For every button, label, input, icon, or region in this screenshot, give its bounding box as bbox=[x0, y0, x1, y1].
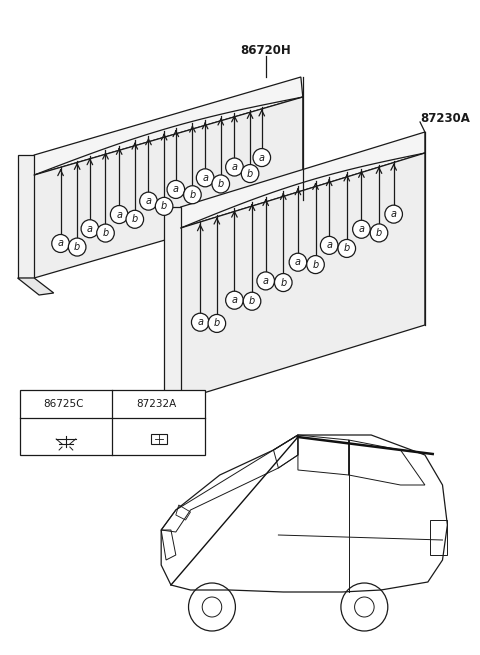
Text: 87232A: 87232A bbox=[136, 399, 176, 409]
Text: a: a bbox=[231, 295, 238, 305]
Text: b: b bbox=[132, 214, 138, 224]
Circle shape bbox=[126, 210, 144, 229]
Circle shape bbox=[226, 158, 243, 176]
Polygon shape bbox=[164, 207, 180, 400]
Circle shape bbox=[253, 149, 271, 166]
Circle shape bbox=[212, 175, 229, 193]
Bar bbox=[430, 520, 447, 555]
Polygon shape bbox=[18, 278, 54, 295]
Text: a: a bbox=[359, 224, 364, 234]
Circle shape bbox=[385, 205, 402, 223]
Text: b: b bbox=[74, 242, 80, 252]
Text: 86720H: 86720H bbox=[240, 43, 291, 56]
Circle shape bbox=[118, 397, 132, 411]
Circle shape bbox=[25, 397, 39, 411]
Text: a: a bbox=[145, 196, 152, 206]
Bar bbox=[20, 390, 205, 455]
Text: b: b bbox=[249, 296, 255, 307]
Circle shape bbox=[208, 314, 226, 333]
Text: a: a bbox=[231, 162, 238, 172]
Circle shape bbox=[196, 169, 214, 187]
Polygon shape bbox=[18, 155, 34, 278]
Text: b: b bbox=[214, 318, 220, 328]
Circle shape bbox=[140, 192, 157, 210]
Circle shape bbox=[370, 224, 388, 242]
Text: b: b bbox=[312, 259, 319, 270]
Polygon shape bbox=[34, 77, 303, 175]
Text: a: a bbox=[173, 185, 179, 195]
Text: b: b bbox=[122, 400, 128, 409]
Text: a: a bbox=[58, 238, 63, 248]
Circle shape bbox=[226, 291, 243, 309]
Text: a: a bbox=[295, 257, 301, 267]
Text: a: a bbox=[263, 276, 269, 286]
Circle shape bbox=[184, 186, 201, 204]
Text: a: a bbox=[197, 317, 203, 328]
Text: a: a bbox=[29, 400, 35, 409]
Text: b: b bbox=[344, 244, 350, 253]
Circle shape bbox=[81, 219, 99, 238]
Text: b: b bbox=[102, 228, 108, 238]
Text: a: a bbox=[326, 240, 332, 250]
Text: a: a bbox=[87, 224, 93, 234]
Text: a: a bbox=[116, 210, 122, 219]
Text: a: a bbox=[202, 173, 208, 183]
Text: b: b bbox=[376, 228, 382, 238]
Polygon shape bbox=[34, 97, 303, 278]
Circle shape bbox=[96, 224, 114, 242]
Circle shape bbox=[52, 234, 69, 252]
Circle shape bbox=[192, 313, 209, 331]
Circle shape bbox=[307, 255, 324, 274]
Text: b: b bbox=[189, 190, 195, 200]
Text: b: b bbox=[247, 168, 253, 179]
Circle shape bbox=[243, 292, 261, 310]
Circle shape bbox=[320, 236, 338, 254]
Circle shape bbox=[353, 220, 370, 238]
Polygon shape bbox=[164, 400, 200, 415]
Circle shape bbox=[338, 240, 356, 257]
Circle shape bbox=[257, 272, 275, 290]
Text: b: b bbox=[217, 179, 224, 189]
Polygon shape bbox=[180, 153, 425, 400]
Circle shape bbox=[289, 253, 307, 271]
Text: 87230A: 87230A bbox=[420, 111, 470, 124]
Polygon shape bbox=[180, 132, 425, 228]
Circle shape bbox=[167, 180, 185, 198]
Circle shape bbox=[275, 274, 292, 291]
Text: a: a bbox=[391, 209, 396, 219]
Circle shape bbox=[156, 197, 173, 215]
Circle shape bbox=[241, 164, 259, 183]
Text: 86725C: 86725C bbox=[43, 399, 84, 409]
Circle shape bbox=[110, 206, 128, 223]
Text: a: a bbox=[259, 153, 265, 162]
Text: b: b bbox=[280, 278, 287, 288]
Circle shape bbox=[68, 238, 86, 256]
Text: b: b bbox=[161, 201, 167, 212]
Bar bbox=[151, 434, 167, 444]
